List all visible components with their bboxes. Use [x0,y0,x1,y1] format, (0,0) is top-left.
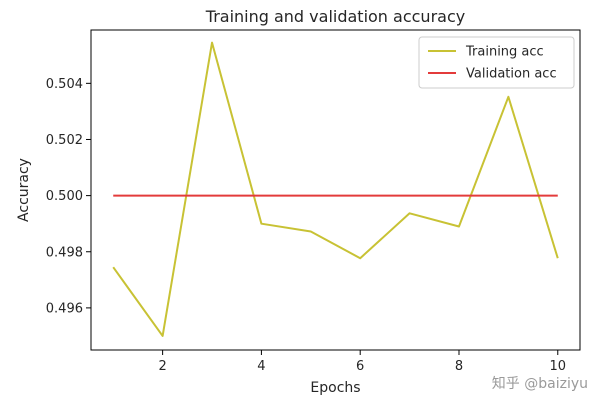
x-axis-ticks: 2 4 6 8 10 [158,350,566,374]
series-layer [112,41,559,337]
y-axis-label: Accuracy [16,158,32,222]
y-axis-ticks: 0.496 0.498 0.500 0.502 0.504 [46,77,91,316]
chart-title: Training and validation accuracy [205,7,465,26]
y-tick-label: 0.504 [46,77,83,92]
watermark-text: 知乎 @baiziyu [492,375,588,392]
legend-label: Training acc [465,45,544,60]
x-tick-label: 4 [257,359,265,374]
x-tick-label: 10 [549,359,566,374]
x-tick-label: 2 [158,359,166,374]
y-tick-label: 0.498 [46,245,83,260]
legend: Training acc Validation acc [418,36,575,89]
y-tick-label: 0.496 [46,301,83,316]
x-tick-label: 8 [455,359,463,374]
legend-label: Validation acc [466,67,557,82]
y-tick-label: 0.500 [46,189,83,204]
y-tick-label: 0.502 [46,133,83,148]
legend-box [418,36,575,89]
x-axis-label: Epochs [310,380,360,396]
x-tick-label: 6 [356,359,364,374]
plot-frame [90,29,581,351]
series-line-training-acc [112,41,559,337]
